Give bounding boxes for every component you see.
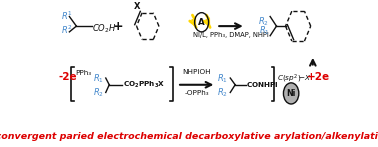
Text: A: A: [198, 18, 205, 27]
Text: $C(sp^2)\!\!-\!\!X$: $C(sp^2)\!\!-\!\!X$: [277, 72, 311, 85]
Text: $R^2$: $R^2$: [61, 23, 73, 36]
Text: $R_1$: $R_1$: [93, 72, 104, 85]
Text: $CO_2H$: $CO_2H$: [92, 23, 116, 35]
Text: -OPPh₃: -OPPh₃: [184, 90, 209, 96]
Circle shape: [284, 83, 299, 104]
Text: PPh₃: PPh₃: [75, 70, 91, 76]
Text: $R_2$: $R_2$: [259, 16, 270, 28]
Text: $\mathbf{CONHPI}$: $\mathbf{CONHPI}$: [246, 80, 279, 89]
Text: $R^1$: $R^1$: [61, 10, 73, 22]
Text: $R_2$: $R_2$: [93, 87, 104, 99]
Text: X: X: [133, 2, 140, 11]
Text: $R_1$: $R_1$: [217, 72, 228, 85]
Text: -2e: -2e: [58, 72, 77, 82]
Text: Ni/L, PPh₃, DMAP, NHPI: Ni/L, PPh₃, DMAP, NHPI: [193, 32, 269, 38]
Text: NHPIOH: NHPIOH: [182, 69, 211, 75]
Text: +2e: +2e: [307, 72, 330, 82]
Text: +: +: [113, 20, 124, 33]
Text: Ni: Ni: [287, 89, 296, 98]
Text: $\mathbf{CO_2PPh_3X}$: $\mathbf{CO_2PPh_3X}$: [122, 80, 165, 90]
Text: $R_2$: $R_2$: [217, 87, 228, 99]
Text: a convergent paried electrochemical decarboxylative arylation/alkenylation: a convergent paried electrochemical deca…: [0, 132, 378, 142]
Text: $R_1$: $R_1$: [259, 24, 270, 37]
